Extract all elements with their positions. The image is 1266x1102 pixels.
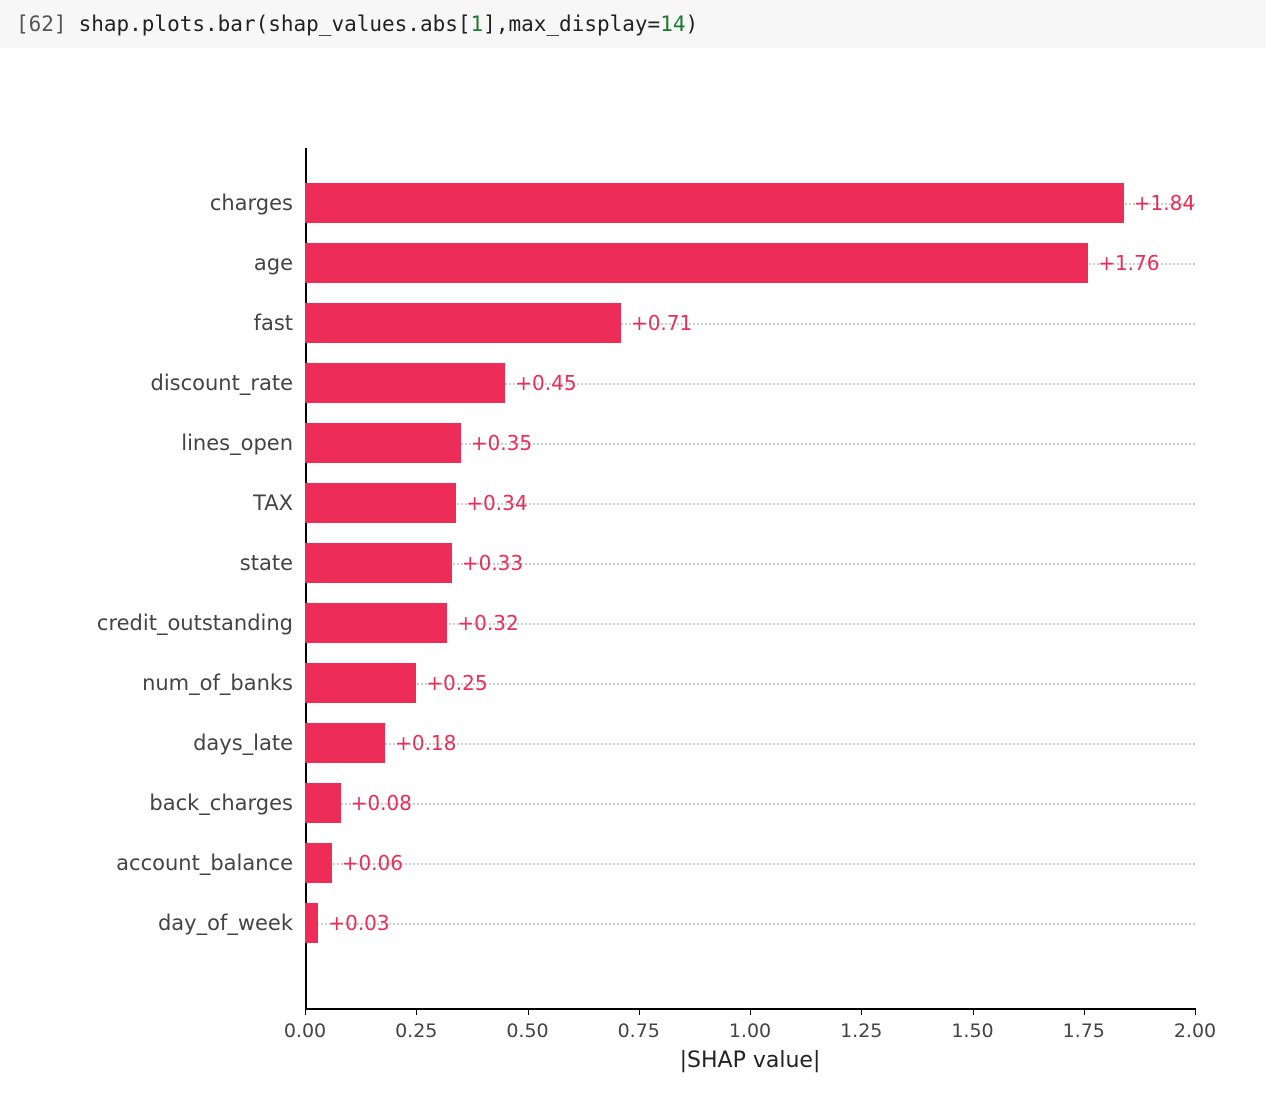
xtick-mark: [1084, 1008, 1085, 1015]
bar: [305, 303, 621, 343]
bar-value-label: +1.76: [1098, 251, 1159, 275]
xtick-label: 1.25: [840, 1020, 882, 1042]
xtick-label: 0.25: [395, 1020, 437, 1042]
feature-label: state: [240, 551, 293, 575]
gridline: [305, 923, 1195, 925]
bar-value-label: +0.32: [457, 611, 518, 635]
feature-label: day_of_week: [158, 911, 293, 935]
bar: [305, 843, 332, 883]
xtick-label: 1.50: [951, 1020, 993, 1042]
bar: [305, 183, 1124, 223]
xtick-label: 1.00: [729, 1020, 771, 1042]
xaxis-title: |SHAP value|: [680, 1048, 821, 1073]
xtick-label: 2.00: [1174, 1020, 1216, 1042]
code-cell-prompt: [62]: [16, 12, 67, 36]
bar-value-label: +0.18: [395, 731, 456, 755]
feature-label: TAX: [253, 491, 293, 515]
bar-value-label: +0.33: [462, 551, 523, 575]
code-token: ],max_display=: [483, 12, 660, 36]
bar-value-label: +0.71: [631, 311, 692, 335]
bar: [305, 663, 416, 703]
bar: [305, 243, 1088, 283]
xtick-mark: [416, 1008, 417, 1015]
bar: [305, 783, 341, 823]
bar: [305, 423, 461, 463]
feature-label: back_charges: [149, 791, 293, 815]
xtick-mark: [750, 1008, 751, 1015]
bar-value-label: +0.08: [351, 791, 412, 815]
xtick-label: 0.00: [284, 1020, 326, 1042]
xtick-label: 1.75: [1063, 1020, 1105, 1042]
bar: [305, 723, 385, 763]
xtick-label: 0.50: [506, 1020, 548, 1042]
bar-value-label: +0.03: [328, 911, 389, 935]
bar: [305, 603, 447, 643]
bar: [305, 543, 452, 583]
feature-label: days_late: [193, 731, 293, 755]
shap-bar-chart: charges +1.84 age +1.76 fast +0.71 discount_ra…: [0, 48, 1266, 1102]
feature-label: discount_rate: [150, 371, 293, 395]
code-cell: [62] shap.plots.bar(shap_values.abs[1],m…: [0, 0, 1266, 48]
feature-label: age: [254, 251, 293, 275]
feature-label: lines_open: [181, 431, 293, 455]
xtick-label: 0.75: [618, 1020, 660, 1042]
bar: [305, 903, 318, 943]
xtick-mark: [861, 1008, 862, 1015]
xtick-mark: [305, 1008, 306, 1015]
gridline: [305, 803, 1195, 805]
plot-region: charges+1.84age+1.76fast+0.71discount_ra…: [305, 148, 1195, 1008]
bar-value-label: +0.25: [426, 671, 487, 695]
code-token: 14: [660, 12, 685, 36]
bar-value-label: +0.06: [342, 851, 403, 875]
code-token: shap.plots.bar(shap_values.abs[: [79, 12, 471, 36]
code-cell-source: shap.plots.bar(shap_values.abs[1],max_di…: [79, 12, 699, 36]
xtick-mark: [1195, 1008, 1196, 1015]
bar-value-label: +0.35: [471, 431, 532, 455]
feature-label: credit_outstanding: [97, 611, 293, 635]
bar-value-label: +1.84: [1134, 191, 1195, 215]
xtick-mark: [528, 1008, 529, 1015]
xtick-mark: [639, 1008, 640, 1015]
feature-label: fast: [254, 311, 293, 335]
gridline: [305, 863, 1195, 865]
feature-label: account_balance: [116, 851, 293, 875]
code-token: 1: [471, 12, 484, 36]
bar: [305, 483, 456, 523]
bar: [305, 363, 505, 403]
feature-label: num_of_banks: [142, 671, 293, 695]
bar-value-label: +0.45: [515, 371, 576, 395]
xtick-mark: [973, 1008, 974, 1015]
bar-value-label: +0.34: [466, 491, 527, 515]
feature-label: charges: [210, 191, 293, 215]
code-token: ): [685, 12, 698, 36]
